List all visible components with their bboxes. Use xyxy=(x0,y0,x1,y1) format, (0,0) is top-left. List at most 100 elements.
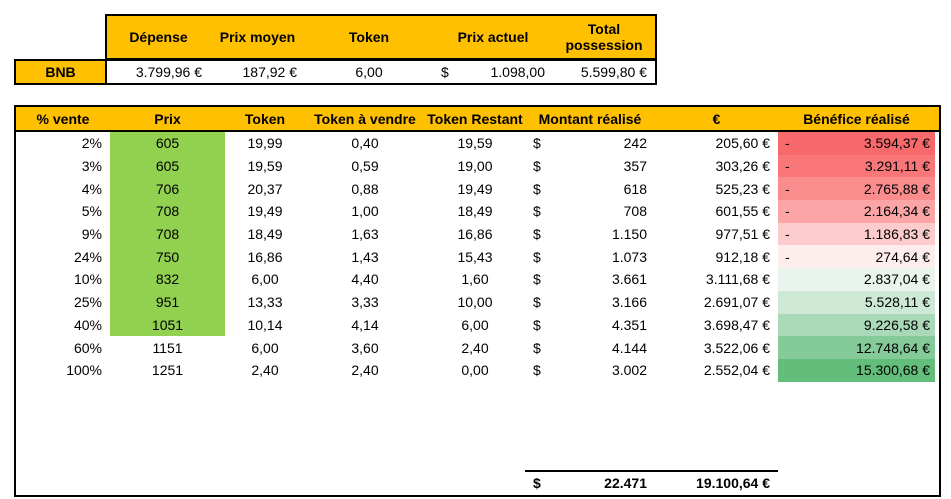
cell-token-restant[interactable]: 15,43 xyxy=(457,248,493,265)
cell-pct-vente[interactable]: 9% xyxy=(81,226,102,243)
cell-token-a-vendre[interactable]: 0,88 xyxy=(351,180,379,197)
summary-header-prix-moyen[interactable]: Prix moyen xyxy=(219,28,296,45)
cell-montant-realise[interactable]: $ 3.661 xyxy=(525,268,655,291)
plan-header-montant-realise[interactable]: Montant réalisé xyxy=(538,110,642,127)
cell-benefice-realise[interactable]: 15.300,68 € xyxy=(778,358,935,382)
plan-header-benefice-realise[interactable]: Bénéfice réalisé xyxy=(803,110,910,127)
cell-token[interactable]: 13,33 xyxy=(247,294,283,311)
cell-prix[interactable]: 605 xyxy=(110,154,225,178)
cell-pct-vente[interactable]: 2% xyxy=(81,135,102,152)
cell-token-a-vendre[interactable]: 2,40 xyxy=(351,362,379,379)
cell-token[interactable]: 16,86 xyxy=(247,248,283,265)
summary-header-token[interactable]: Token xyxy=(348,28,390,45)
cell-pct-vente[interactable]: 5% xyxy=(81,203,102,220)
cell-prix[interactable]: 708 xyxy=(110,222,225,246)
cell-montant-realise[interactable]: $ 618 xyxy=(525,177,655,200)
cell-pct-vente[interactable]: 3% xyxy=(81,158,102,175)
cell-token-a-vendre[interactable]: 0,40 xyxy=(351,135,379,152)
cell-benefice-realise[interactable]: 9.226,58 € xyxy=(778,313,935,337)
cell-token[interactable]: 18,49 xyxy=(247,226,283,243)
cell-token[interactable]: 6,00 xyxy=(251,339,279,356)
cell-token-restant[interactable]: 10,00 xyxy=(457,294,493,311)
total-eur-cell[interactable]: 19.100,64 € xyxy=(655,470,778,493)
cell-eur[interactable]: 2.691,07 € xyxy=(703,294,770,311)
cell-token-restant[interactable]: 19,00 xyxy=(457,158,493,175)
cell-montant-realise[interactable]: $ 3.166 xyxy=(525,291,655,314)
cell-token-restant[interactable]: 18,49 xyxy=(457,203,493,220)
cell-token-a-vendre[interactable]: 0,59 xyxy=(351,158,379,175)
cell-benefice-realise[interactable]: - 274,64 € xyxy=(778,245,935,269)
cell-benefice-realise[interactable]: 2.837,04 € xyxy=(778,268,935,291)
cell-token-restant[interactable]: 1,60 xyxy=(461,271,489,288)
cell-token[interactable]: 6,00 xyxy=(251,271,279,288)
cell-eur[interactable]: 3.698,47 € xyxy=(703,316,770,333)
cell-benefice-realise[interactable]: - 2.164,34 € xyxy=(778,200,935,223)
cell-eur[interactable]: 3.522,06 € xyxy=(703,339,770,356)
cell-token-a-vendre[interactable]: 1,00 xyxy=(351,203,379,220)
cell-token-a-vendre[interactable]: 4,40 xyxy=(351,271,379,288)
cell-montant-realise[interactable]: $ 242 xyxy=(525,132,655,155)
plan-header-prix[interactable]: Prix xyxy=(154,110,181,127)
cell-token[interactable]: 20,37 xyxy=(247,180,283,197)
plan-header-token-restant[interactable]: Token Restant xyxy=(427,110,523,127)
cell-montant-realise[interactable]: $ 4.351 xyxy=(525,314,655,337)
cell-token-a-vendre[interactable]: 4,14 xyxy=(351,316,379,333)
cell-pct-vente[interactable]: 4% xyxy=(81,180,102,197)
cell-token[interactable]: 19,59 xyxy=(247,158,283,175)
cell-token-restant[interactable]: 19,59 xyxy=(457,135,493,152)
cell-pct-vente[interactable]: 60% xyxy=(73,339,102,356)
cell-benefice-realise[interactable]: 5.528,11 € xyxy=(778,290,935,314)
plan-header-eur[interactable]: € xyxy=(712,110,721,127)
cell-depense[interactable]: 3.799,96 € xyxy=(135,64,202,80)
cell-eur[interactable]: 977,51 € xyxy=(715,226,771,243)
cell-prix[interactable]: 832 xyxy=(110,268,225,291)
cell-token[interactable]: 10,14 xyxy=(247,316,283,333)
cell-token[interactable]: 19,49 xyxy=(247,203,283,220)
cell-eur[interactable]: 303,26 € xyxy=(715,158,771,175)
cell-eur[interactable]: 2.552,04 € xyxy=(703,362,770,379)
cell-prix-actuel[interactable]: $ 1.098,00 xyxy=(433,61,553,83)
cell-pct-vente[interactable]: 24% xyxy=(73,248,102,265)
cell-prix[interactable]: 1251 xyxy=(151,362,184,379)
cell-eur[interactable]: 601,55 € xyxy=(715,203,771,220)
cell-montant-realise[interactable]: $ 708 xyxy=(525,200,655,223)
summary-header-depense[interactable]: Dépense xyxy=(129,28,188,45)
cell-eur[interactable]: 525,23 € xyxy=(715,180,771,197)
cell-prix-moyen[interactable]: 187,92 € xyxy=(242,64,298,80)
cell-montant-realise[interactable]: $ 3.002 xyxy=(525,359,655,382)
cell-benefice-realise[interactable]: - 1.186,83 € xyxy=(778,222,935,246)
cell-token-restant[interactable]: 6,00 xyxy=(461,316,489,333)
summary-row-label-bnb[interactable]: BNB xyxy=(14,59,107,85)
cell-pct-vente[interactable]: 25% xyxy=(73,294,102,311)
cell-montant-realise[interactable]: $ 1.150 xyxy=(525,223,655,246)
cell-pct-vente[interactable]: 100% xyxy=(66,362,102,379)
cell-prix[interactable]: 750 xyxy=(110,245,225,269)
cell-prix[interactable]: 951 xyxy=(110,290,225,314)
plan-header-token[interactable]: Token xyxy=(244,110,286,127)
cell-eur[interactable]: 205,60 € xyxy=(715,135,771,152)
cell-token-a-vendre[interactable]: 1,63 xyxy=(351,226,379,243)
cell-token-restant[interactable]: 0,00 xyxy=(461,362,489,379)
plan-header-token-a-vendre[interactable]: Token à vendre xyxy=(314,110,416,127)
cell-token[interactable]: 6,00 xyxy=(355,64,383,80)
cell-montant-realise[interactable]: $ 357 xyxy=(525,155,655,178)
cell-eur[interactable]: 912,18 € xyxy=(715,248,771,265)
summary-header-prix-actuel[interactable]: Prix actuel xyxy=(457,28,529,45)
cell-prix[interactable]: 708 xyxy=(110,200,225,223)
cell-token[interactable]: 19,99 xyxy=(247,135,283,152)
cell-token[interactable]: 2,40 xyxy=(251,362,279,379)
plan-header-pct-vente[interactable]: % vente xyxy=(36,110,90,127)
cell-prix[interactable]: 706 xyxy=(110,177,225,201)
cell-token-a-vendre[interactable]: 3,60 xyxy=(351,339,379,356)
cell-montant-realise[interactable]: $ 4.144 xyxy=(525,336,655,359)
cell-pct-vente[interactable]: 40% xyxy=(73,316,102,333)
cell-benefice-realise[interactable]: - 3.594,37 € xyxy=(778,132,935,155)
cell-token-a-vendre[interactable]: 3,33 xyxy=(351,294,379,311)
cell-pct-vente[interactable]: 10% xyxy=(73,271,102,288)
total-montant-cell[interactable]: $ 22.471 xyxy=(525,470,655,493)
cell-token-restant[interactable]: 16,86 xyxy=(457,226,493,243)
cell-prix[interactable]: 1151 xyxy=(152,339,183,356)
cell-eur[interactable]: 3.111,68 € xyxy=(705,271,770,288)
cell-token-restant[interactable]: 19,49 xyxy=(457,180,493,197)
cell-token-restant[interactable]: 2,40 xyxy=(461,339,489,356)
